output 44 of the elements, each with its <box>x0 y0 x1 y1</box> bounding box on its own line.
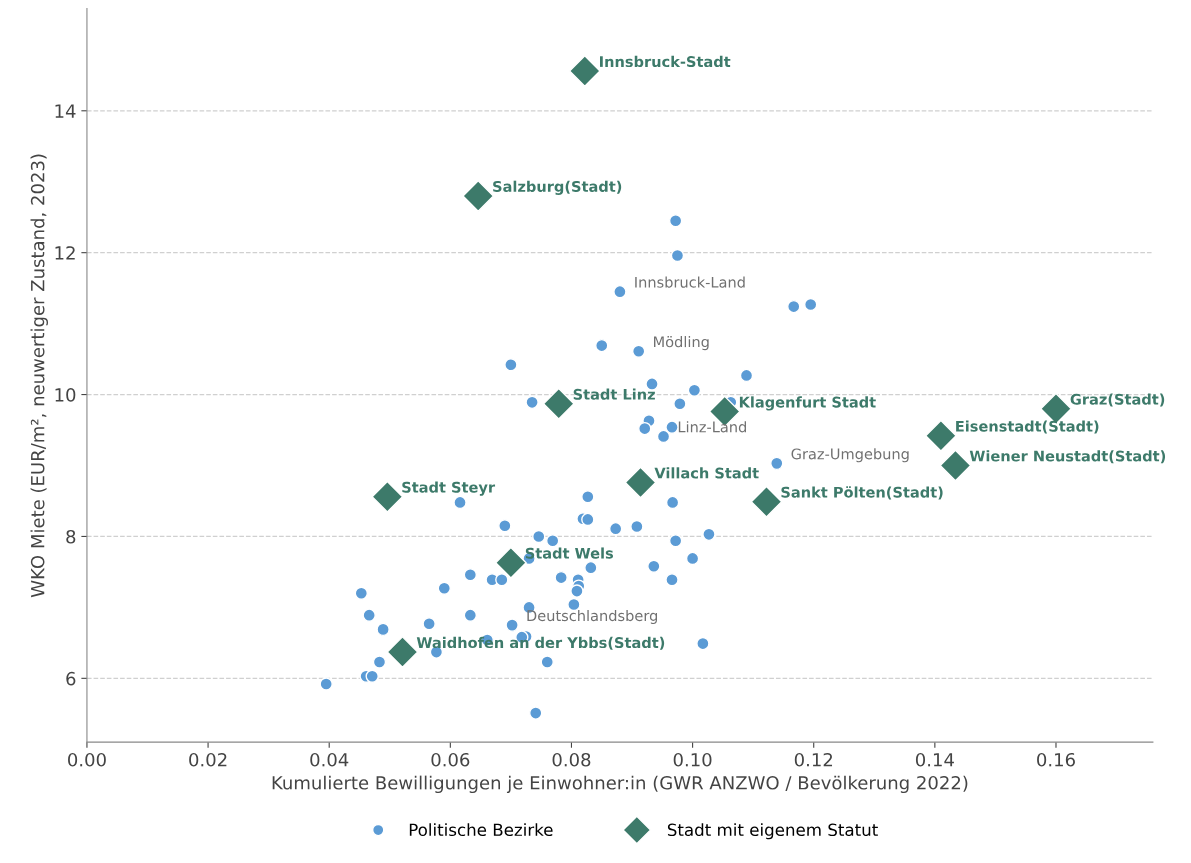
x-tick-label: 0.08 <box>552 752 591 767</box>
y-axis-title: WKO Miete (EUR/m², neuwertiger Zustand, 2023) <box>30 154 48 598</box>
x-tick-label: 0.12 <box>794 752 833 767</box>
x-tick-label: 0.16 <box>1037 752 1075 767</box>
point <box>542 387 575 420</box>
y-tick-label: 12 <box>55 246 75 260</box>
annotation: Klagenfurt Stadt <box>739 396 876 411</box>
annotation: Linz-Land <box>678 421 746 433</box>
point <box>939 449 972 482</box>
legend-label: Stadt mit eigenem Statut <box>667 823 878 840</box>
annotation: Innsbruck-Land <box>635 276 745 288</box>
annotation: Stadt Linz <box>573 388 655 400</box>
annotation: Villach Stadt <box>654 467 759 479</box>
legend-label: Politische Bezirke <box>409 823 553 837</box>
annotation: Graz(Stadt) <box>1070 393 1165 407</box>
point <box>462 180 495 212</box>
x-tick-label: 0.10 <box>673 752 712 767</box>
y-tick-label: 14 <box>55 104 76 118</box>
y-tick-label: 8 <box>66 529 76 544</box>
annotation: Stadt Wels <box>525 547 614 559</box>
x-tick-label: 0.14 <box>915 752 954 767</box>
annotation: Deutschlandsberg <box>527 609 658 624</box>
annotation: Stadt Steyr <box>402 481 496 496</box>
point <box>925 419 957 452</box>
x-tick-label: 0.04 <box>310 752 349 767</box>
point <box>568 55 601 87</box>
point <box>494 546 527 579</box>
x-axis-title: Kumulierte Bewilligungen je Einwohner:in (GWR ANZWO / Bevölkerung 2022) <box>272 775 968 794</box>
annotation: Eisenstadt(Stadt) <box>956 420 1099 434</box>
x-tick-label: 0.00 <box>68 752 106 767</box>
annotation: Salzburg(Stadt) <box>493 180 622 195</box>
point <box>386 636 419 668</box>
point <box>750 485 783 518</box>
annotation: Wiener Neustadt(Stadt) <box>969 450 1166 464</box>
x-tick-label: 0.06 <box>431 752 470 767</box>
annotation: Innsbruck-Stadt <box>600 55 731 68</box>
annotation: Mödling <box>654 336 709 351</box>
x-tick-label: 0.02 <box>189 752 227 767</box>
annotation: Sankt Pölten(Stadt) <box>781 486 943 500</box>
point <box>371 480 404 513</box>
y-tick-label: 6 <box>66 671 76 686</box>
y-tick-label: 10 <box>55 388 76 402</box>
annotation: Waidhofen an der Ybbs(Stadt) <box>416 636 665 650</box>
annotation: Graz-Umgebung <box>791 448 909 463</box>
